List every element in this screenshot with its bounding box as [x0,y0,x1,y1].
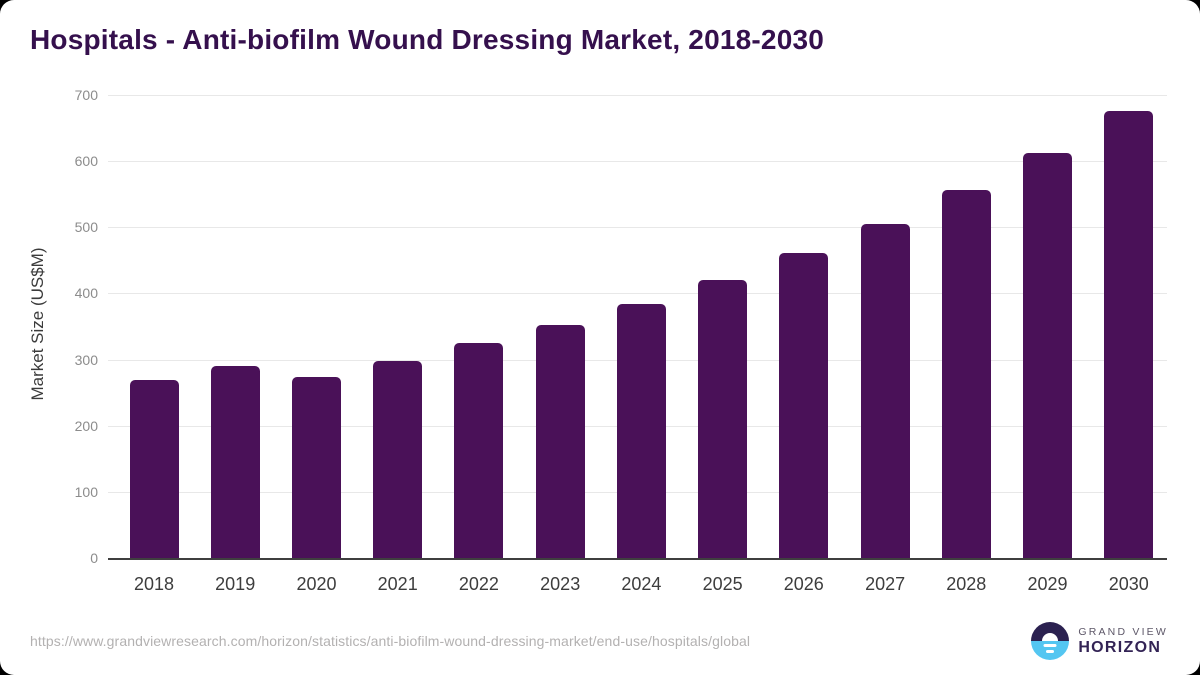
bar-2019[interactable] [210,366,260,558]
y-axis-tick-label: 500 [74,219,98,236]
bar-2018[interactable] [129,380,179,558]
logo-text-grand-view: GRAND VIEW [1078,625,1168,638]
water-line-2 [1046,650,1055,653]
grandview-horizon-logo: GRAND VIEW HORIZON [1031,622,1168,660]
x-axis-label-2030: 2030 [1108,574,1149,594]
x-axis-label-2028: 2028 [946,574,987,594]
bar-2025[interactable] [698,280,748,558]
gridline-600 [108,161,1167,163]
y-axis-tick-label: 0 [90,550,98,566]
logo-text: GRAND VIEW HORIZON [1078,626,1168,657]
y-axis-tick-label: 600 [74,153,98,170]
source-url: https://www.grandviewresearch.com/horizo… [30,633,751,649]
x-axis-label-2018: 2018 [133,574,175,594]
bar-2028[interactable] [941,189,991,558]
bar-2027[interactable] [860,224,910,558]
x-axis-label-2020: 2020 [296,574,337,594]
bar-2030[interactable] [1104,110,1154,558]
y-axis-tick-label: 700 [74,87,98,103]
y-axis-tick-label: 100 [74,483,98,500]
x-axis-line [108,558,1167,560]
bar-2020[interactable] [292,377,341,558]
gridline-400 [108,293,1167,295]
bar-2026[interactable] [779,253,829,558]
y-axis-title: Market Size (US$M) [28,247,47,401]
bar-2022[interactable] [454,343,504,558]
bar-2023[interactable] [535,324,585,558]
x-axis-label-2021: 2021 [377,574,418,594]
x-axis-label-2027: 2027 [865,574,906,594]
footer: https://www.grandviewresearch.com/horizo… [30,616,1168,666]
logo-text-horizon: HORIZON [1078,638,1162,656]
bar-2029[interactable] [1023,153,1072,558]
bar-2024[interactable] [616,304,666,558]
sun-dome-shape [1042,633,1059,641]
x-axis-label-2024: 2024 [621,574,662,594]
x-axis-label-2025: 2025 [702,574,743,594]
y-axis-tick-label: 400 [74,285,98,302]
x-axis-label-2029: 2029 [1027,574,1068,594]
y-axis-tick-label: 200 [74,417,98,434]
water-line-1 [1043,644,1057,647]
gridline-500 [108,227,1167,229]
chart-title: Hospitals - Anti-biofilm Wound Dressing … [30,24,825,55]
x-axis-label-2023: 2023 [540,574,581,594]
x-axis-label-2026: 2026 [783,574,824,594]
gridline-700 [108,95,1167,96]
x-axis-label-2022: 2022 [458,574,499,594]
horizon-sunrise-icon [1031,622,1070,660]
y-axis-tick-label: 300 [74,351,98,368]
x-axis-label-2019: 2019 [215,574,256,594]
bar-2021[interactable] [373,360,423,558]
